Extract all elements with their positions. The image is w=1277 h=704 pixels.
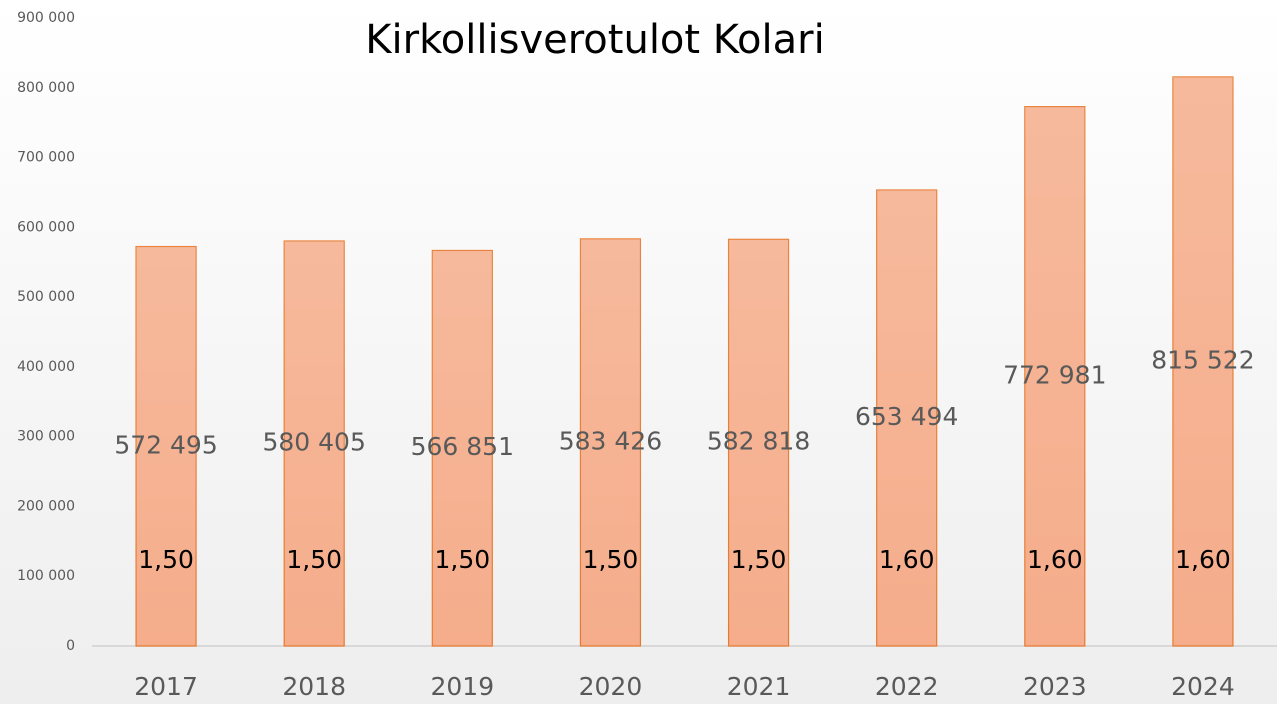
bar-shade [580, 238, 641, 646]
rate-label: 1,60 [879, 545, 935, 574]
bar-shade [136, 246, 197, 647]
rate-label: 1,50 [434, 545, 490, 574]
x-tick-label: 2018 [282, 672, 346, 701]
value-label: 582 818 [707, 427, 810, 456]
rate-label: 1,50 [286, 545, 342, 574]
bar-shade [432, 250, 493, 646]
rate-label: 1,60 [1027, 545, 1083, 574]
y-tick-label: 400 000 [17, 359, 75, 375]
y-tick-label: 800 000 [17, 80, 75, 96]
y-tick-label: 700 000 [17, 150, 75, 166]
value-label: 772 981 [1003, 360, 1106, 389]
rate-label: 1,50 [731, 545, 787, 574]
rate-label: 1,50 [583, 545, 639, 574]
value-label: 653 494 [855, 402, 958, 431]
y-tick-label: 0 [66, 638, 75, 654]
x-tick-label: 2019 [431, 672, 495, 701]
chart-title: Kirkollisverotulot Kolari [365, 17, 824, 63]
y-tick-label: 900 000 [17, 10, 75, 26]
bar-shade [284, 241, 345, 646]
bar-shade [876, 190, 937, 646]
value-label: 572 495 [114, 430, 217, 459]
x-tick-label: 2021 [727, 672, 791, 701]
x-tick-label: 2024 [1171, 672, 1235, 701]
value-label: 815 522 [1151, 345, 1254, 374]
x-tick-label: 2022 [875, 672, 939, 701]
x-tick-label: 2017 [134, 672, 198, 701]
y-tick-label: 200 000 [17, 498, 75, 514]
x-tick-label: 2020 [579, 672, 643, 701]
rate-label: 1,50 [138, 545, 194, 574]
y-tick-label: 300 000 [17, 429, 75, 445]
x-tick-label: 2023 [1023, 672, 1087, 701]
bar-shade [1172, 76, 1233, 646]
value-label: 580 405 [262, 428, 365, 457]
bar-shade [728, 239, 789, 646]
bar-shade [1024, 106, 1085, 646]
y-tick-label: 600 000 [17, 219, 75, 235]
y-tick-label: 100 000 [17, 568, 75, 584]
rate-label: 1,60 [1175, 545, 1231, 574]
value-label: 583 426 [559, 426, 662, 455]
y-tick-label: 500 000 [17, 289, 75, 305]
value-label: 566 851 [411, 432, 514, 461]
